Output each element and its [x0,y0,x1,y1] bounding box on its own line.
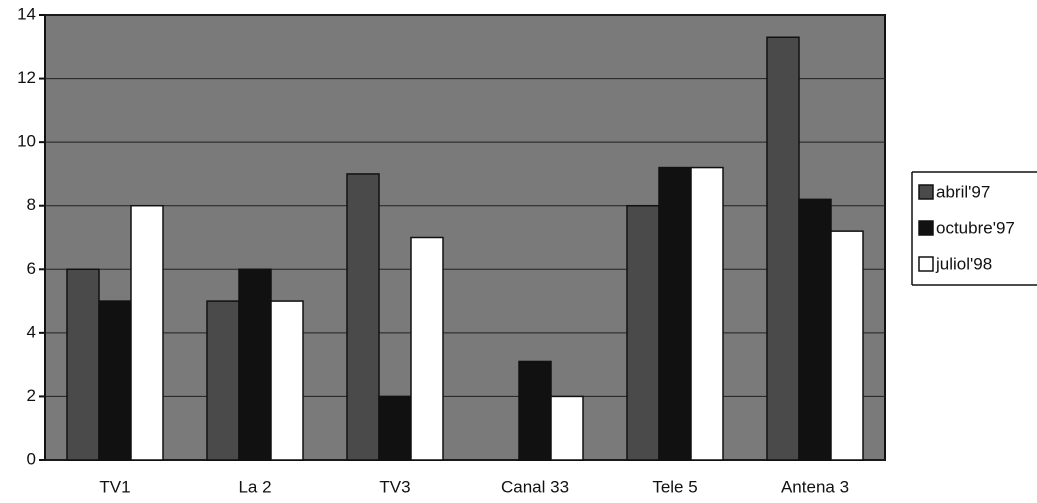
y-tick-label: 14 [17,4,36,23]
y-tick-label: 8 [27,195,36,214]
y-tick-label: 12 [17,68,36,87]
bar [518,360,552,461]
bar [550,395,584,461]
plot-area [44,14,886,461]
bar [626,204,660,461]
legend-swatch [918,184,934,200]
bar [410,236,444,461]
bar [766,36,800,461]
y-tick-label: 0 [27,449,36,468]
bar [378,395,412,461]
bar [690,166,724,461]
bar [206,300,240,461]
legend-swatch [918,220,934,236]
bar [98,300,132,461]
x-tick-label: TV1 [99,477,130,496]
x-tick-label: Antena 3 [781,477,849,496]
legend-label: abril'97 [936,182,990,201]
x-tick-label: TV3 [379,477,410,496]
bar [658,166,692,461]
bar [238,268,272,461]
y-tick-label: 10 [17,132,36,151]
bar [130,204,164,461]
legend-label: juliol'98 [935,254,992,273]
x-tick-label: Tele 5 [652,477,697,496]
y-tick-label: 2 [27,386,36,405]
bar [270,300,304,461]
bar [798,198,832,461]
x-tick-label: Canal 33 [501,477,569,496]
x-tick-label: La 2 [238,477,271,496]
bar [66,268,100,461]
bar [346,173,380,461]
y-tick-label: 4 [27,322,36,341]
bar [830,230,864,461]
legend-label: octubre'97 [936,218,1015,237]
legend-swatch [918,256,934,272]
y-tick-label: 6 [27,259,36,278]
